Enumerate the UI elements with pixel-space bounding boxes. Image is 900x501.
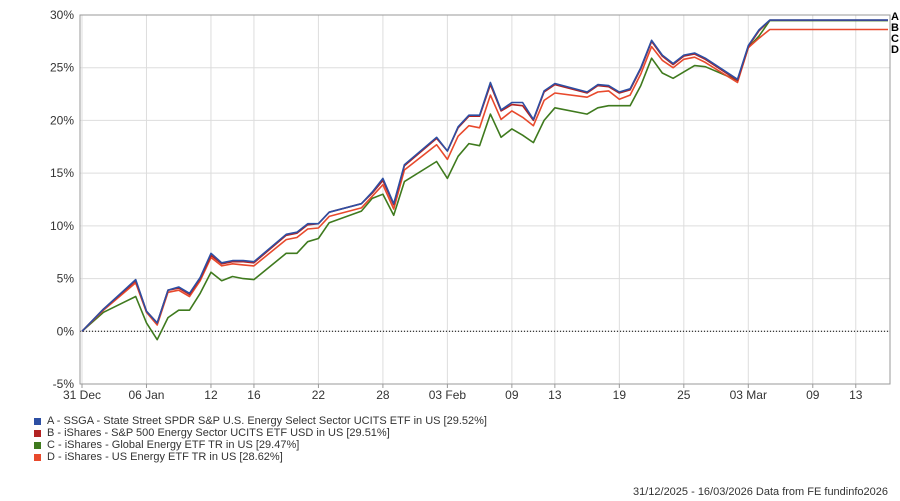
x-tick-label: 28	[376, 388, 390, 402]
y-tick-label: 25%	[50, 61, 74, 75]
x-tick-label: 13	[548, 388, 562, 402]
x-axis-ticks: 31 Dec 06 Jan 12 16 22 28 03 Feb 09 13 19 25 03 Mar…	[63, 384, 863, 402]
x-tick-label: 09	[505, 388, 519, 402]
y-tick-label: 5%	[57, 272, 75, 286]
series-lines	[81, 19, 888, 341]
y-axis-ticks: -5% 0% 5% 10% 15% 20% 25% 30%	[50, 8, 74, 391]
end-label-c: C	[891, 33, 899, 45]
x-tick-label: 19	[613, 388, 627, 402]
series-line-a	[81, 19, 888, 332]
y-tick-label: 10%	[50, 219, 74, 233]
legend-label-d: D - iShares - US Energy ETF TR in US [28…	[47, 451, 283, 463]
legend-label-c: C - iShares - Global Energy ETF TR in US…	[47, 439, 300, 451]
line-chart: -5% 0% 5% 10% 15% 20% 25% 30% 31 Dec 06 Jan 12 16 2…	[50, 8, 899, 402]
legend-item-c: C - iShares - Global Energy ETF TR in US…	[34, 439, 487, 451]
x-tick-label: 13	[849, 388, 863, 402]
legend-label-a: A - SSGA - State Street SPDR S&P U.S. En…	[47, 415, 487, 427]
legend-swatch-d	[34, 453, 41, 461]
legend-swatch-a	[34, 417, 41, 425]
end-label-a: A	[891, 11, 899, 23]
legend-item-d: D - iShares - US Energy ETF TR in US [28…	[34, 451, 487, 463]
x-tick-label: 09	[806, 388, 820, 402]
x-tick-label: 03 Feb	[429, 388, 467, 402]
x-tick-label: 25	[677, 388, 691, 402]
legend-swatch-c	[34, 441, 41, 449]
grid-lines	[80, 14, 890, 385]
legend-item-a: A - SSGA - State Street SPDR S&P U.S. En…	[34, 415, 487, 427]
y-tick-label: 20%	[50, 113, 74, 127]
legend-swatch-b	[34, 429, 41, 437]
series-line-d	[81, 28, 888, 332]
series-line-c	[81, 19, 888, 341]
y-tick-label: -5%	[53, 377, 75, 391]
y-tick-label: 0%	[57, 324, 75, 338]
legend-label-b: B - iShares - S&P 500 Energy Sector UCIT…	[47, 427, 390, 439]
x-tick-label: 31 Dec	[63, 388, 101, 402]
data-source-footer: 31/12/2025 - 16/03/2026 Data from FE fun…	[632, 486, 888, 498]
x-tick-label: 06 Jan	[128, 388, 164, 402]
end-label-d: D	[891, 44, 899, 56]
end-label-b: B	[891, 22, 899, 34]
y-tick-label: 30%	[50, 8, 74, 22]
y-tick-label: 15%	[50, 166, 74, 180]
plot-frame	[79, 14, 891, 385]
legend-item-b: B - iShares - S&P 500 Energy Sector UCIT…	[34, 427, 487, 439]
legend: A - SSGA - State Street SPDR S&P U.S. En…	[34, 415, 487, 463]
x-tick-label: 22	[312, 388, 326, 402]
series-line-b	[81, 19, 888, 332]
x-tick-label: 03 Mar	[730, 388, 767, 402]
x-tick-label: 16	[247, 388, 261, 402]
x-tick-label: 12	[204, 388, 218, 402]
